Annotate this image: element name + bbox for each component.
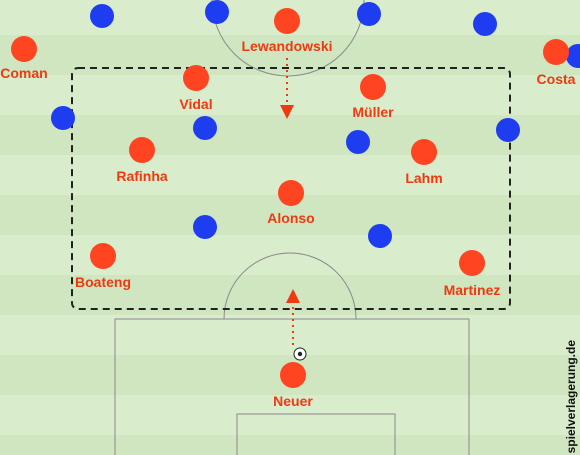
away-player-3	[357, 2, 381, 26]
grass-stripe	[0, 115, 580, 155]
away-player-7	[346, 130, 370, 154]
player-label-muller: Müller	[352, 104, 394, 120]
grass-stripe	[0, 235, 580, 275]
grass-stripe	[0, 395, 580, 435]
home-player-rafinha	[129, 137, 155, 163]
home-player-lewandowski	[274, 8, 300, 34]
player-label-coman: Coman	[0, 65, 47, 81]
home-player-coman	[11, 36, 37, 62]
away-player-1	[90, 4, 114, 28]
goal-area	[236, 413, 396, 455]
player-label-boateng: Boateng	[75, 274, 131, 290]
player-label-rafinha: Rafinha	[116, 168, 168, 184]
grass-stripe	[0, 435, 580, 455]
center-circle	[211, 0, 365, 77]
home-player-muller	[360, 74, 386, 100]
home-player-lahm	[411, 139, 437, 165]
away-player-9	[193, 215, 217, 239]
home-player-vidal	[183, 65, 209, 91]
away-player-6	[193, 116, 217, 140]
grass-stripe	[0, 75, 580, 115]
player-label-lewandowski: Lewandowski	[241, 38, 332, 54]
watermark: spielverlagerung.de	[564, 340, 578, 454]
home-player-costa	[543, 39, 569, 65]
ball-patch	[297, 351, 303, 357]
player-label-lahm: Lahm	[405, 170, 442, 186]
grass-stripe	[0, 315, 580, 355]
home-player-boateng	[90, 243, 116, 269]
home-player-alonso	[278, 180, 304, 206]
player-label-neuer: Neuer	[273, 393, 313, 409]
player-label-martinez: Martinez	[444, 282, 501, 298]
away-player-10	[368, 224, 392, 248]
away-player-2	[205, 0, 229, 24]
player-label-costa: Costa	[537, 71, 576, 87]
home-player-neuer	[280, 362, 306, 388]
penalty-arc	[223, 252, 357, 320]
away-player-11	[566, 44, 580, 68]
home-player-martinez	[459, 250, 485, 276]
player-label-vidal: Vidal	[179, 96, 212, 112]
away-player-5	[51, 106, 75, 130]
away-player-4	[473, 12, 497, 36]
player-label-alonso: Alonso	[267, 210, 314, 226]
away-player-8	[496, 118, 520, 142]
